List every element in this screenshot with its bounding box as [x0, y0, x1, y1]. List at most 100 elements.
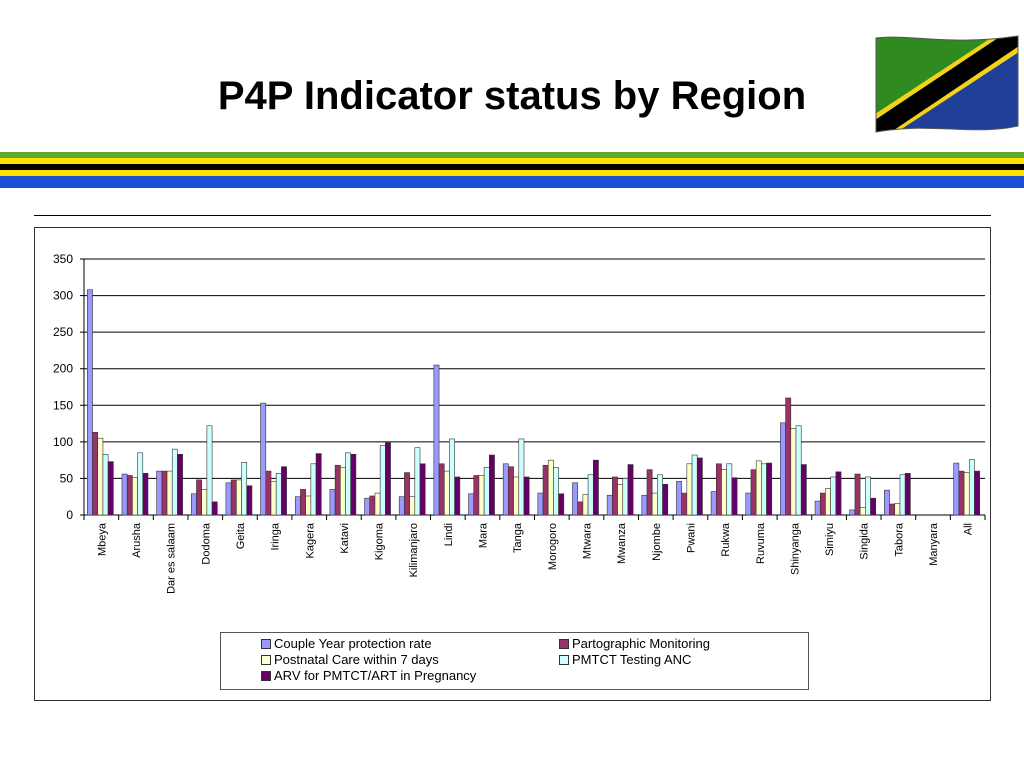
bar — [468, 493, 475, 516]
chart-frame — [34, 227, 991, 701]
bar — [859, 507, 866, 516]
x-category-label: Rukwa — [720, 522, 732, 557]
legend-label-cyp: Couple Year protection rate — [274, 636, 432, 651]
bar — [385, 442, 391, 516]
legend-label-postnatal: Postnatal Care within 7 days — [274, 652, 439, 667]
bar — [766, 462, 773, 516]
bar — [854, 473, 861, 516]
x-category-label: Kagera — [304, 522, 316, 558]
stripe-blue — [0, 176, 1024, 182]
bar — [161, 470, 168, 516]
bar — [275, 473, 282, 516]
bar — [508, 466, 514, 516]
x-category-label: Arusha — [131, 522, 143, 558]
bar — [587, 474, 594, 516]
bar — [206, 425, 213, 516]
bar — [553, 467, 559, 516]
x-category-label: Dodoma — [200, 522, 212, 564]
bar — [691, 454, 698, 516]
bar — [849, 509, 856, 516]
x-category-label: Pwani — [685, 523, 697, 553]
bar — [369, 495, 376, 516]
bar — [156, 470, 163, 516]
x-category-label: Kilimanjaro — [408, 523, 420, 577]
x-category-label: Lindi — [443, 523, 455, 546]
legend-item-partograph: Partographic Monitoring — [559, 637, 710, 651]
legend-item-cyp: Couple Year protection rate — [261, 637, 432, 651]
y-tick-label: 0 — [66, 508, 73, 522]
bar — [795, 425, 802, 516]
bar — [592, 459, 599, 516]
bar — [438, 463, 445, 516]
y-tick-label: 100 — [53, 435, 73, 449]
bar — [884, 489, 890, 516]
x-category-label: Manyara — [928, 522, 940, 566]
bar — [750, 469, 757, 516]
bar — [443, 470, 450, 516]
chart-legend: Couple Year protection rate Partographic… — [220, 632, 809, 690]
bar — [87, 289, 93, 516]
bar — [454, 476, 461, 516]
legend-swatch-arv — [261, 671, 271, 681]
bar — [177, 453, 183, 516]
bar — [414, 447, 421, 516]
bar — [790, 428, 797, 516]
bar — [241, 462, 248, 516]
bar — [236, 479, 242, 516]
y-tick-label: 150 — [53, 398, 73, 412]
y-tick-label: 350 — [53, 252, 73, 266]
stripe-green — [0, 152, 1024, 158]
bar — [558, 493, 565, 516]
bar — [830, 476, 837, 516]
bar — [726, 463, 733, 516]
bar — [582, 494, 589, 516]
bar — [310, 463, 317, 516]
y-tick-label: 300 — [53, 289, 73, 303]
header-stripes — [0, 152, 1024, 188]
bar — [132, 477, 138, 516]
bar — [899, 474, 906, 516]
x-category-label: Tabora — [893, 522, 905, 557]
bar — [547, 459, 554, 516]
bar — [835, 471, 842, 516]
bar — [819, 492, 826, 516]
bar — [107, 461, 114, 516]
bar — [825, 488, 831, 516]
bar — [904, 473, 911, 516]
bar — [190, 493, 197, 516]
bar — [662, 483, 669, 516]
bar — [622, 478, 629, 516]
bar — [651, 492, 658, 516]
bar — [814, 500, 821, 516]
bar — [102, 453, 109, 516]
legend-swatch-pmtct-testing — [559, 655, 569, 665]
bar — [617, 483, 624, 516]
legend-item-postnatal: Postnatal Care within 7 days — [261, 653, 439, 667]
bar — [612, 476, 618, 516]
x-category-label: Mwanza — [616, 522, 628, 564]
bar — [137, 452, 144, 516]
slide-title: P4P Indicator status by Region — [217, 74, 807, 118]
bar — [340, 467, 346, 516]
x-category-label: Singida — [859, 522, 871, 560]
bar — [870, 497, 877, 516]
bar — [225, 482, 232, 516]
bar — [473, 475, 480, 516]
bar — [518, 438, 525, 516]
x-category-label: Mara — [478, 522, 490, 548]
x-category-label: Njombe — [651, 523, 663, 561]
stripe-yellow-bottom — [0, 170, 1024, 176]
bar — [676, 481, 682, 516]
bar — [542, 464, 549, 516]
stripe-black — [0, 164, 1024, 170]
bar — [201, 489, 208, 516]
x-category-label: Mbeya — [96, 522, 108, 556]
bar — [265, 470, 272, 516]
legend-item-arv: ARV for PMTCT/ART in Pregnancy — [261, 669, 476, 683]
legend-label-arv: ARV for PMTCT/ART in Pregnancy — [274, 668, 477, 683]
bar — [513, 476, 520, 516]
bar — [715, 463, 722, 516]
bar — [92, 432, 99, 516]
bar — [606, 494, 613, 516]
